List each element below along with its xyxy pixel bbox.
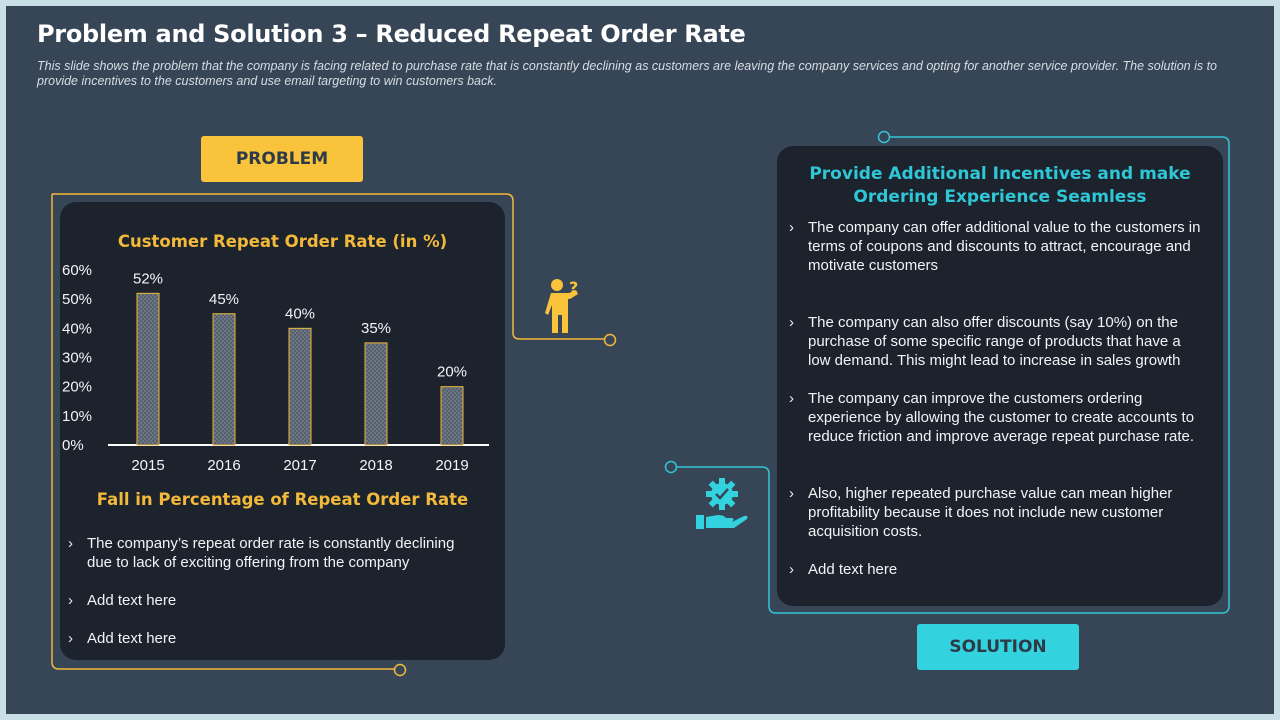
problem-connector-top — [52, 193, 607, 340]
data-label: 20% — [437, 364, 467, 381]
solution-bullet-list: The company can offer additional value t… — [787, 218, 1207, 579]
bar — [364, 342, 388, 446]
solution-panel: Provide Additional Incentives and make O… — [777, 146, 1223, 606]
problem-panel: Customer Repeat Order Rate (in %) 0% 10% 2… — [60, 202, 505, 660]
bar — [440, 386, 464, 446]
problem-bullet-3: Add text here — [66, 629, 476, 648]
solution-bullet-2: The company can also offer discounts (sa… — [787, 313, 1207, 370]
y-tick-label: 40% — [62, 320, 92, 337]
solution-connector — [676, 136, 1230, 614]
problem-connector-end-node — [393, 663, 407, 677]
y-tick-label: 60% — [62, 262, 92, 279]
bar — [136, 292, 160, 446]
data-label: 52% — [133, 270, 163, 287]
x-tick-label: 2015 — [131, 457, 164, 474]
x-tick-label: 2016 — [207, 457, 240, 474]
data-label: 45% — [209, 291, 239, 308]
problem-tag: PROBLEM — [201, 136, 363, 182]
y-tick-label: 30% — [62, 350, 92, 367]
bar — [288, 327, 312, 446]
problem-connector-node — [603, 333, 617, 347]
chart-title: Customer Repeat Order Rate (in %) — [117, 232, 448, 251]
repeat-order-rate-chart: 0% 10% 20% 30% 40% 50% 60% 52% 2015 45% 2016 40% 201… — [62, 262, 489, 474]
solution-connector-top-node — [877, 130, 891, 144]
solution-connector-node — [664, 460, 678, 474]
problem-bullet-1: The company’s repeat order rate is const… — [66, 534, 476, 572]
x-tick-label: 2017 — [283, 457, 316, 474]
page-subtitle: This slide shows the problem that the co… — [37, 59, 1218, 88]
data-label: 40% — [285, 305, 315, 322]
problem-connector-bottom — [51, 194, 396, 670]
problem-section-title: Fall in Percentage of Repeat Order Rate — [96, 490, 469, 509]
solution-tag: SOLUTION — [917, 624, 1079, 670]
solution-bullet-3: The company can improve the customers or… — [787, 389, 1207, 446]
y-tick-label: 10% — [62, 408, 92, 425]
y-tick-label: 20% — [62, 379, 92, 396]
person-question-icon: ? — [545, 278, 578, 333]
page-title: Problem and Solution 3 – Reduced Repeat … — [37, 20, 746, 48]
problem-bullet-list: The company’s repeat order rate is const… — [66, 534, 476, 667]
y-tick-label: 0% — [62, 437, 84, 454]
slide: Problem and Solution 3 – Reduced Repeat … — [6, 6, 1274, 714]
solution-title: Provide Additional Incentives and make O… — [809, 164, 1191, 207]
problem-bullet-2: Add text here — [66, 591, 476, 610]
x-tick-label: 2019 — [435, 457, 468, 474]
solution-bullet-4: Also, higher repeated purchase value can… — [787, 484, 1207, 541]
x-tick-label: 2018 — [359, 457, 392, 474]
solution-bullet-5: Add text here — [787, 560, 1207, 579]
data-label: 35% — [361, 320, 391, 337]
svg-text:?: ? — [569, 278, 578, 297]
connector-outlines — [51, 130, 1230, 677]
solution-bullet-1: The company can offer additional value t… — [787, 218, 1207, 275]
y-tick-label: 50% — [62, 291, 92, 308]
bar — [212, 313, 236, 446]
hand-gear-icon — [696, 478, 748, 529]
